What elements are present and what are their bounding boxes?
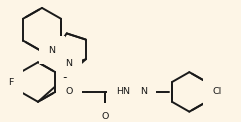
Text: O: O [66, 87, 73, 96]
Text: Cl: Cl [213, 87, 222, 96]
Text: N: N [48, 46, 55, 55]
Text: HN: HN [116, 87, 130, 96]
Text: O: O [102, 112, 109, 121]
Text: N: N [65, 59, 72, 68]
Text: N: N [140, 87, 147, 96]
Text: F: F [8, 78, 14, 86]
